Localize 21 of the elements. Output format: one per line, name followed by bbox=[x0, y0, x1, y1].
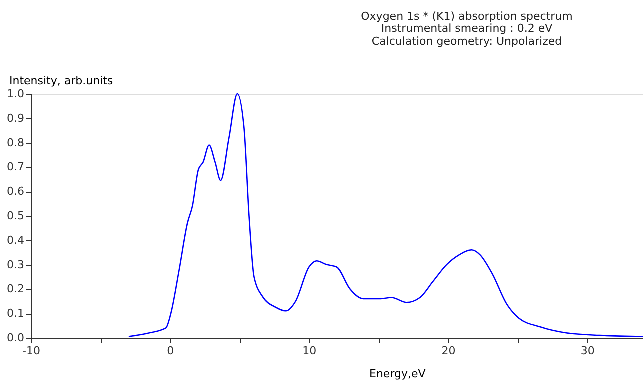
y-tick-label: 0.3 bbox=[7, 258, 24, 272]
y-axis-title: Intensity, arb.units bbox=[10, 74, 114, 88]
x-axis-title: Energy,eV bbox=[370, 368, 426, 380]
x-tick-label: 10 bbox=[302, 344, 317, 358]
x-tick-label: 0 bbox=[167, 344, 174, 358]
y-tick-label: 0.9 bbox=[7, 112, 24, 125]
y-tick-label: 0.4 bbox=[7, 234, 24, 247]
x-tick-label: 20 bbox=[442, 344, 456, 358]
line-series bbox=[128, 93, 643, 338]
y-tick-label: 0.8 bbox=[7, 136, 24, 150]
x-tick-label: 30 bbox=[580, 344, 595, 358]
chart-title: Oxygen 1s * (K1) absorption spectrum bbox=[361, 10, 573, 23]
chart-subtitle: Instrumental smearing : 0.2 eV Calculation geometry: Unpolarized bbox=[372, 22, 562, 48]
y-tick-label: 0.7 bbox=[7, 160, 24, 174]
y-tick-label: 1.0 bbox=[7, 88, 24, 100]
y-tick-label: 0.0 bbox=[7, 332, 24, 344]
y-tick-label: 0.6 bbox=[7, 185, 24, 198]
y-tick-label: 0.1 bbox=[7, 307, 24, 320]
y-tick-label: 0.5 bbox=[7, 210, 24, 222]
y-tick-label: 0.2 bbox=[7, 282, 24, 296]
x-tick-label: -10 bbox=[22, 344, 40, 358]
